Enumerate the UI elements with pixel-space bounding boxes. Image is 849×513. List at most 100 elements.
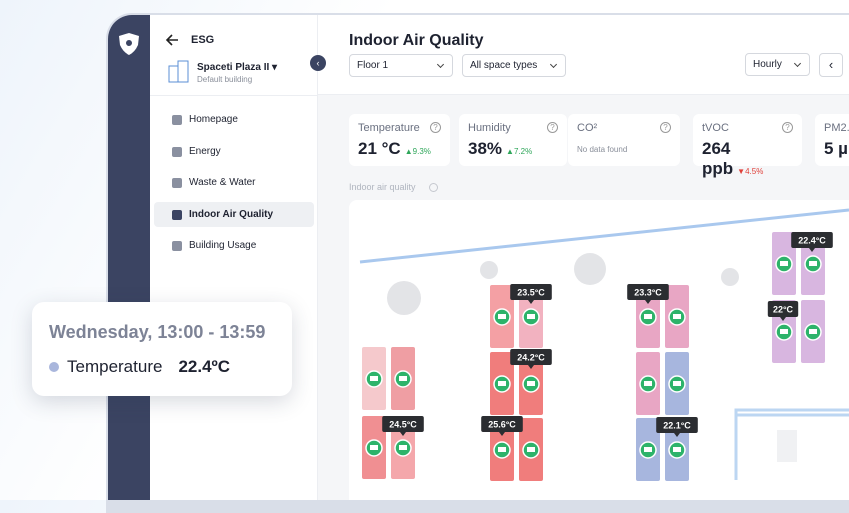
sensor-glyph [780,261,788,266]
card-change-text: 9.3% [412,147,431,156]
column [574,253,606,285]
menu-label: Building Usage [189,240,257,251]
building-subtitle: Default building [197,75,253,84]
sensor-glyph [527,314,535,319]
building-name-text: Spaceti Plaza II [197,62,270,73]
card-label: Temperature [358,122,420,134]
tooltip-pointer [528,365,534,369]
help-icon: ? [782,122,793,133]
tooltip-label: 25.6°C [488,420,516,430]
tooltip-bg [382,416,424,432]
column [721,268,739,286]
metric-card: PM2. 5 µ [815,114,849,166]
space-type-select[interactable]: All space types [462,54,566,77]
info-icon [429,183,438,192]
tooltip-bg [767,301,799,317]
menu-item[interactable]: Waste & Water [154,170,314,195]
metric-card: Humidity? 38% ▲7.2% [459,114,567,166]
building-name[interactable]: Spaceti Plaza II ▾ [197,62,278,73]
interval-select[interactable]: Hourly [745,53,810,76]
nav-title: ESG [191,34,215,46]
building-icon [168,60,189,83]
card-label: Humidity [468,122,511,134]
card-value-text: 21 °C [358,139,401,158]
tooltip-bg [481,416,523,432]
sensor-glyph [399,445,407,450]
card-value: 264 ppb ▼4.5% [702,139,793,179]
menu-label: Waste & Water [189,177,256,188]
sensor-glyph [370,376,378,381]
help-icon: ? [660,122,671,133]
tooltip-pointer [780,317,786,321]
card-value: 38% ▲7.2% [468,139,558,159]
tooltip-label: 22.1°C [663,421,691,431]
tooltip-pointer [528,300,534,304]
menu-item[interactable]: Energy [154,139,314,164]
tooltip-pointer [499,432,505,436]
sensor-glyph [644,447,652,452]
section-label: Indoor air quality [349,182,416,192]
sensor-glyph [780,329,788,334]
tooltip-label: 23.5°C [517,288,545,298]
sensor-glyph [498,381,506,386]
trend-arrow: ▼ [737,167,746,176]
tooltip-bg [510,284,552,300]
sensor-glyph [673,447,681,452]
popup-metric: Temperature [67,357,163,376]
card-change: ▲7.2% [506,147,532,156]
menu-icon [172,241,182,251]
sensor-glyph [673,381,681,386]
menu-item[interactable]: Indoor Air Quality [154,201,314,227]
card-change-text: 7.2% [513,147,533,156]
sensor-glyph [673,314,681,319]
help-icon: ? [430,122,441,133]
menu-icon [172,115,182,125]
floor-select[interactable]: Floor 1 [349,54,453,77]
menu-label: Indoor Air Quality [189,208,274,220]
menu-item[interactable]: Homepage [154,107,314,132]
collapse-button[interactable]: ‹ [310,55,326,71]
card-label: PM2. [824,122,849,134]
sensor-glyph [527,381,535,386]
menu-item[interactable]: Building Usage [154,233,314,258]
card-change: ▼4.5% [737,167,763,176]
room-outline [734,408,849,480]
tooltip-pointer [674,433,680,437]
back-arrow[interactable] [165,32,181,48]
tooltip-bg [627,284,669,300]
tooltip-pointer [400,432,406,436]
sensor-glyph [498,447,506,452]
sensor-glyph [370,445,378,450]
card-value: 5 µ [824,139,849,159]
tooltip-label: 23.3°C [634,288,662,298]
card-value-text: 38% [468,139,503,158]
trend-arrow: ▲ [404,147,413,156]
prev-button[interactable]: ‹ [819,53,843,77]
wall-line [359,208,849,264]
card-value-text: 264 ppb [702,139,734,178]
column [387,281,421,315]
card-change: ▲9.3% [405,147,431,156]
floorplan-panel [349,200,849,500]
menu-icon [172,146,182,157]
logo [119,33,139,55]
page: ESG Spaceti Plaza II ▾ Default building … [0,0,849,500]
popup-row: Temperature 22.4ºC [49,357,275,377]
sensor-glyph [644,381,652,386]
card-note: No data found [577,145,628,154]
tooltip-bg [791,232,833,248]
tooltip-pointer [809,248,815,252]
card-label: CO² [577,122,598,134]
card-change-text: 4.5% [745,167,764,176]
menu-label: Homepage [189,114,238,125]
metric-card: tVOC? 264 ppb ▼4.5% [693,114,802,178]
sensor-glyph [498,314,506,319]
popup-time: Wednesday, 13:00 - 13:59 [49,322,266,342]
sensor-glyph [809,261,817,266]
column [480,261,498,279]
card-value-text: 5 µ [824,139,848,158]
menu-icon [172,178,182,188]
sensor-glyph [527,447,535,452]
tooltip-bg [510,349,552,365]
icon-rail [108,15,150,500]
